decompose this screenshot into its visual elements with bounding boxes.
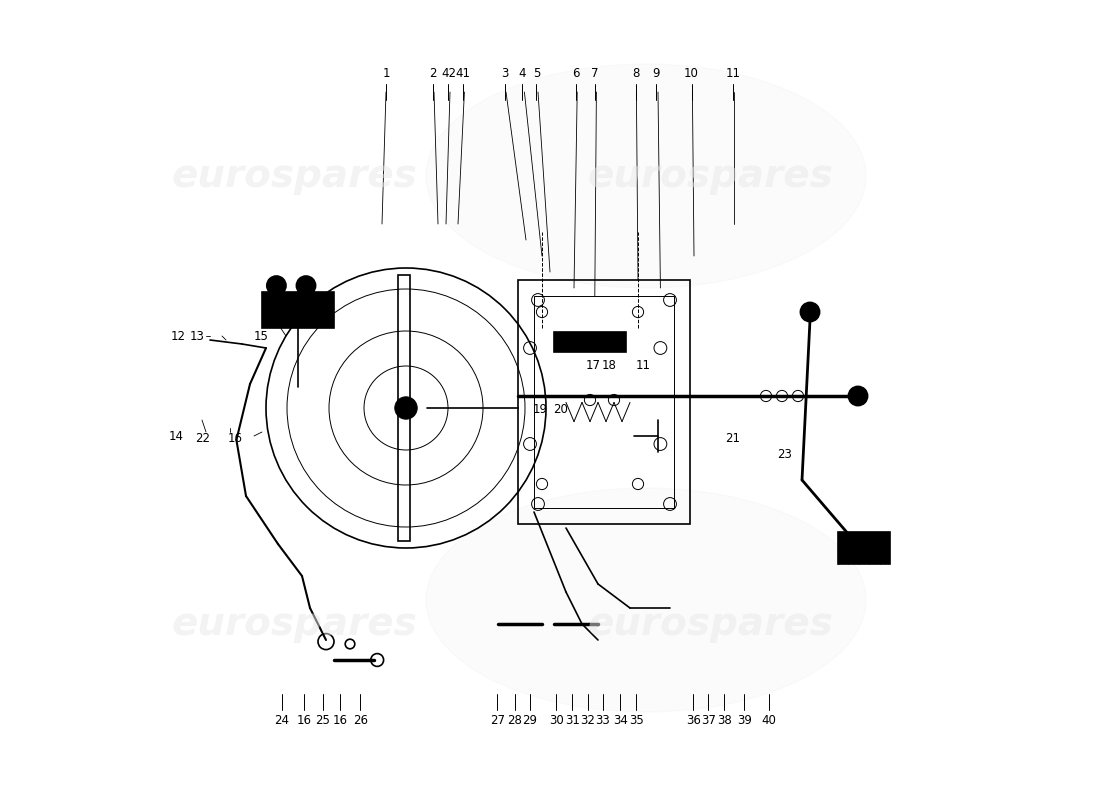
Text: eurospares: eurospares xyxy=(172,605,417,643)
Text: 40: 40 xyxy=(762,714,777,726)
Text: 41: 41 xyxy=(455,67,471,80)
Text: 27: 27 xyxy=(490,714,505,726)
Bar xyxy=(554,332,626,352)
Circle shape xyxy=(848,386,868,406)
Text: 4: 4 xyxy=(518,67,526,80)
Text: 18: 18 xyxy=(602,359,617,372)
Text: 38: 38 xyxy=(717,714,732,726)
Circle shape xyxy=(267,276,286,295)
Text: 13: 13 xyxy=(189,330,205,342)
Text: 10: 10 xyxy=(684,67,699,80)
Text: 29: 29 xyxy=(522,714,538,726)
Text: 8: 8 xyxy=(631,67,639,80)
Text: 6: 6 xyxy=(572,67,580,80)
Text: 30: 30 xyxy=(549,714,564,726)
Text: 3: 3 xyxy=(502,67,509,80)
Bar xyxy=(518,280,690,524)
Text: 25: 25 xyxy=(316,714,330,726)
Bar xyxy=(534,296,674,508)
Text: 22: 22 xyxy=(195,432,210,445)
Text: 24: 24 xyxy=(275,714,289,726)
Text: eurospares: eurospares xyxy=(587,157,833,195)
Text: 1: 1 xyxy=(383,67,389,80)
Bar xyxy=(838,532,890,564)
Ellipse shape xyxy=(426,64,866,288)
Text: 17: 17 xyxy=(585,359,601,372)
Text: 21: 21 xyxy=(725,432,740,445)
Text: 16: 16 xyxy=(333,714,348,726)
Bar xyxy=(262,292,334,328)
Text: 34: 34 xyxy=(613,714,628,726)
Text: 14: 14 xyxy=(168,430,184,442)
Bar xyxy=(398,275,410,541)
Text: eurospares: eurospares xyxy=(587,605,833,643)
Text: 2: 2 xyxy=(429,67,437,80)
Circle shape xyxy=(395,397,417,419)
Text: eurospares: eurospares xyxy=(172,157,417,195)
Text: 16: 16 xyxy=(228,432,243,445)
Text: 23: 23 xyxy=(777,448,792,461)
Text: 11: 11 xyxy=(636,359,651,372)
Text: 33: 33 xyxy=(595,714,610,726)
Text: 42: 42 xyxy=(441,67,455,80)
Text: 12: 12 xyxy=(170,330,186,342)
Text: 15: 15 xyxy=(253,330,268,342)
Text: 32: 32 xyxy=(580,714,595,726)
Text: 20: 20 xyxy=(553,403,568,416)
Circle shape xyxy=(801,302,820,322)
Circle shape xyxy=(296,276,316,295)
Text: 26: 26 xyxy=(353,714,367,726)
Text: 11: 11 xyxy=(726,67,740,80)
Text: 5: 5 xyxy=(532,67,540,80)
Text: 28: 28 xyxy=(507,714,522,726)
Text: 37: 37 xyxy=(701,714,716,726)
Text: 7: 7 xyxy=(591,67,598,80)
Ellipse shape xyxy=(426,488,866,712)
Text: 36: 36 xyxy=(685,714,701,726)
Text: 9: 9 xyxy=(652,67,660,80)
Text: 35: 35 xyxy=(629,714,644,726)
Text: 19: 19 xyxy=(532,403,548,416)
Text: 16: 16 xyxy=(297,714,312,726)
Text: 31: 31 xyxy=(565,714,580,726)
Text: 39: 39 xyxy=(737,714,751,726)
